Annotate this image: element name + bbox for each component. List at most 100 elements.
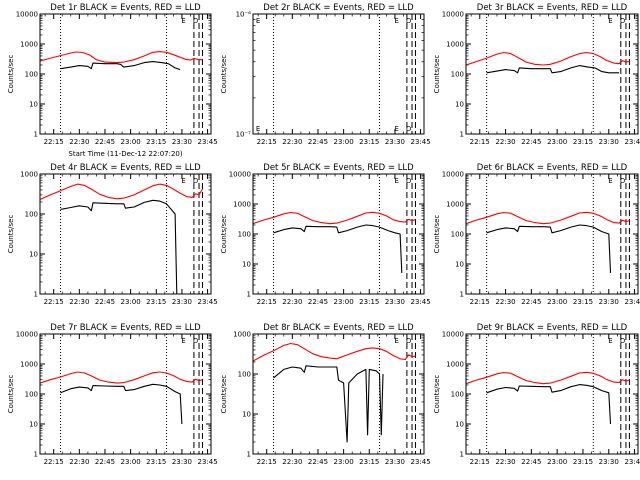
flag-label: E (608, 177, 612, 185)
y-tick-label: 10 (455, 261, 464, 269)
x-tick-label: 23:30 (385, 298, 405, 306)
flag-label: E (394, 177, 398, 185)
series-lld-line (252, 342, 416, 362)
x-tick-label: 23:30 (385, 458, 405, 466)
x-tick-label: 23:15 (573, 138, 593, 146)
x-tick-label: 23:15 (359, 138, 379, 146)
y-tick-label: 10000 (442, 331, 464, 339)
y-axis-label: Counts/sec (7, 375, 15, 414)
panel-det-4: Det 4r BLACK = Events, RED = LLD Counts/s… (7, 163, 218, 306)
y-tick-label: 1000 (446, 361, 464, 369)
x-tick-label: 23:00 (334, 298, 354, 306)
x-tick-label: 23:45 (624, 298, 640, 306)
y-axis-label: Counts/sec (433, 55, 441, 94)
series-events-line (60, 61, 181, 71)
x-tick-label: 22:30 (495, 458, 515, 466)
x-tick-label: 23:00 (547, 138, 567, 146)
y-axis-label: Counts/sec (220, 55, 228, 94)
x-tick-label: 22:30 (69, 458, 89, 466)
y-tick-label: 10 (242, 261, 251, 269)
plot-frame (252, 13, 425, 135)
y-tick-label: 100 (451, 391, 464, 399)
flag-label: D (193, 17, 198, 25)
y-tick-label: 1 (247, 451, 251, 459)
x-tick-label: 22:30 (69, 298, 89, 306)
panel-det-7: Det 7r BLACK = Events, RED = LLD Counts/s… (7, 323, 218, 466)
flag-label: D (620, 337, 625, 345)
x-tick-label: 22:15 (44, 298, 64, 306)
y-tick-label: 10 (29, 421, 38, 429)
y-tick-label: 1000 (233, 201, 251, 209)
panel-title: Det 2r BLACK = Events, RED = LLD (263, 3, 414, 13)
series-lld-line (465, 371, 630, 385)
y-tick-label: 100 (25, 391, 38, 399)
panel-det-1: Det 1r BLACK = Events, RED = LLD Counts/s… (7, 3, 218, 158)
x-tick-label: 23:45 (410, 298, 430, 306)
x-tick-label: 23:15 (573, 458, 593, 466)
flag-label: D (193, 177, 198, 185)
x-tick-label: 22:15 (470, 458, 490, 466)
flag-label: E (608, 337, 612, 345)
x-tick-label: 22:45 (95, 298, 115, 306)
y-tick-label: 10000 (229, 171, 251, 179)
plot-frame (465, 173, 639, 295)
flag-label: E (256, 17, 260, 25)
x-tick-label: 23:45 (624, 138, 640, 146)
x-tick-label: 23:45 (197, 458, 217, 466)
flag-label: E (608, 17, 612, 25)
series-lld-line (39, 183, 203, 201)
series-events-line (486, 384, 612, 425)
panel-det-6: Det 6r BLACK = Events, RED = LLD Counts/s… (433, 163, 640, 306)
y-tick-label: 1000 (446, 41, 464, 49)
x-tick-label: 22:15 (470, 298, 490, 306)
x-tick-label: 23:30 (385, 138, 405, 146)
panel-title: Det 1r BLACK = Events, RED = LLD (50, 3, 201, 13)
y-tick-label: 10 (455, 421, 464, 429)
x-tick-label: 22:45 (521, 138, 541, 146)
flag-label-bottom: D (406, 125, 411, 133)
series-events-line (60, 383, 183, 425)
plot-frame (39, 173, 212, 295)
flag-label: E (394, 17, 398, 25)
series-lld-line (465, 51, 630, 66)
plot-frame (465, 13, 639, 135)
x-tick-label: 23:45 (197, 298, 217, 306)
panel-title: Det 5r BLACK = Events, RED = LLD (263, 163, 414, 173)
series-events-line (486, 224, 612, 274)
series-events-line (273, 224, 403, 274)
y-axis-label: Counts/sec (433, 215, 441, 254)
x-tick-label: 23:15 (146, 138, 166, 146)
series-lld-line (252, 211, 416, 225)
x-tick-label: 22:45 (521, 298, 541, 306)
x-tick-label: 22:45 (95, 458, 115, 466)
x-tick-label: 23:30 (599, 458, 619, 466)
x-tick-label: 23:30 (172, 298, 192, 306)
y-tick-label: 10 (29, 101, 38, 109)
flag-label: D (406, 337, 411, 345)
x-tick-label: 23:00 (547, 458, 567, 466)
series-events-line (486, 65, 620, 74)
x-tick-label: 23:30 (599, 298, 619, 306)
x-tick-label: 23:00 (334, 138, 354, 146)
y-tick-label: 1 (34, 131, 38, 139)
x-tick-label: 23:00 (121, 458, 141, 466)
y-tick-label: 100 (25, 211, 38, 219)
x-tick-label: 22:45 (521, 458, 541, 466)
y-tick-label: 1000 (20, 361, 38, 369)
x-tick-label: 22:30 (282, 298, 302, 306)
x-tick-label: 23:15 (573, 298, 593, 306)
y-tick-label: 1 (460, 291, 464, 299)
flag-label: E (181, 337, 185, 345)
x-tick-label: 23:15 (146, 298, 166, 306)
flag-label: D (193, 337, 198, 345)
x-tick-label: 23:15 (146, 458, 166, 466)
y-tick-label: 1 (247, 291, 251, 299)
y-tick-label: 10000 (442, 171, 464, 179)
y-axis-label: Counts/sec (220, 375, 228, 414)
y-tick-label: 10000 (442, 11, 464, 19)
panel-det-2: Det 2r BLACK = Events, RED = LLD Counts/s… (220, 3, 431, 146)
y-tick-label: 10⁻⁷ (236, 131, 252, 139)
panel-title: Det 6r BLACK = Events, RED = LLD (477, 163, 628, 173)
flag-label-bottom: E (394, 125, 398, 133)
